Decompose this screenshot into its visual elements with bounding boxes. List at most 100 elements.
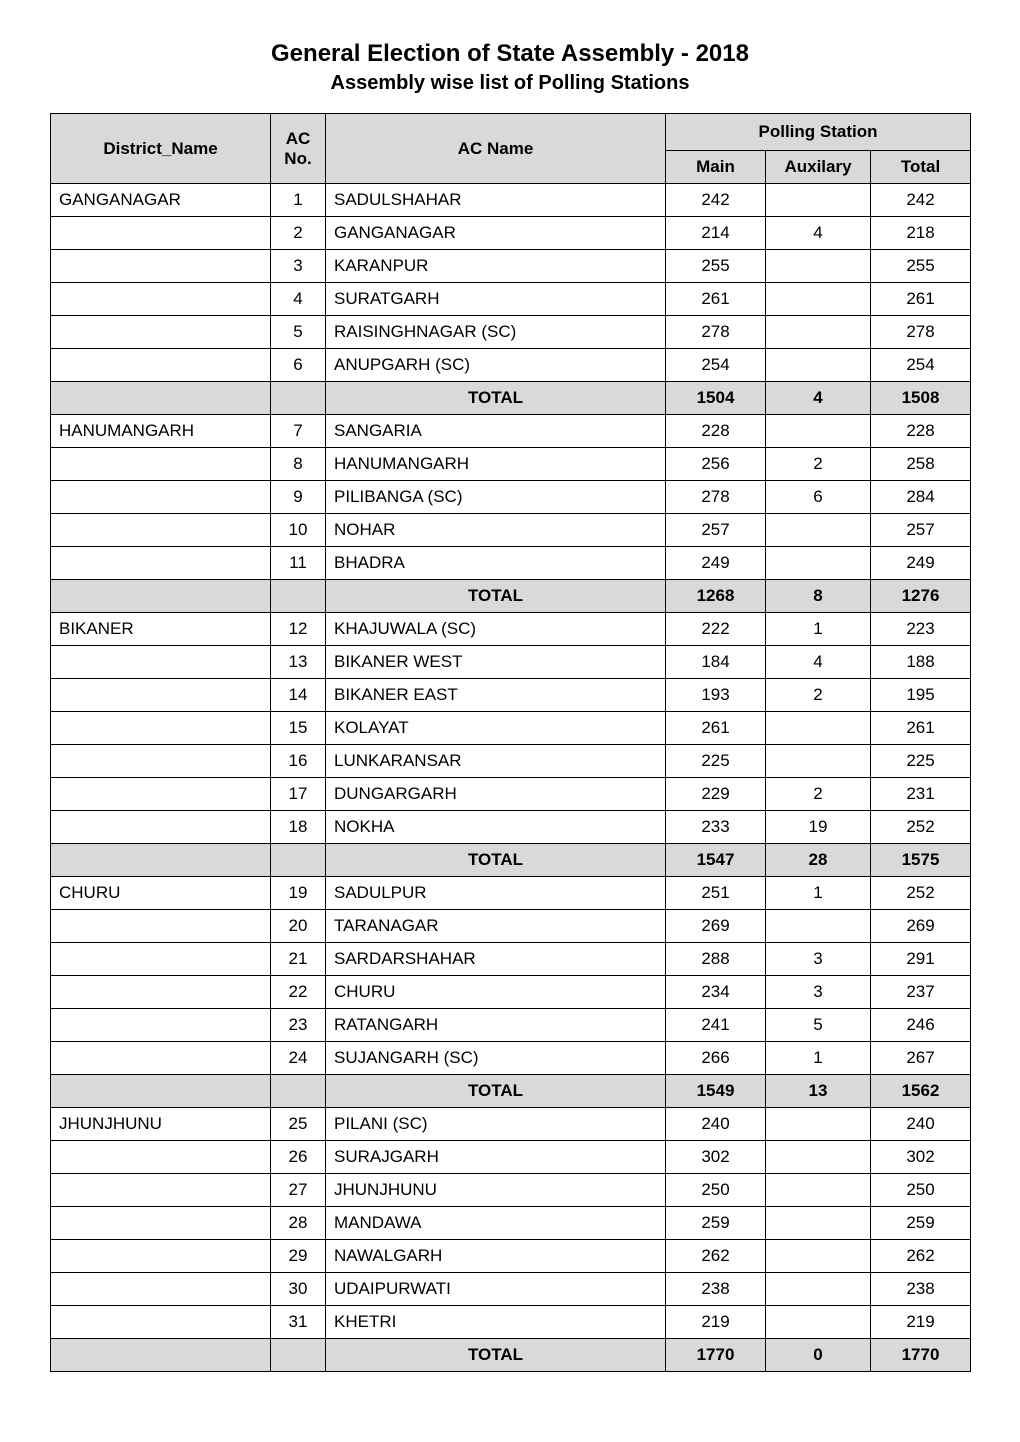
table-row: 16LUNKARANSAR225225 [51, 745, 971, 778]
table-row: 13BIKANER WEST1844188 [51, 646, 971, 679]
cell-total: 218 [871, 217, 971, 250]
table-row: 23RATANGARH2415246 [51, 1009, 971, 1042]
cell-main: 262 [666, 1240, 766, 1273]
cell-auxilary: 2 [766, 679, 871, 712]
table-row: 22CHURU2343237 [51, 976, 971, 1009]
cell-acname: SURATGARH [326, 283, 666, 316]
cell-acno: 24 [271, 1042, 326, 1075]
cell-acno: 2 [271, 217, 326, 250]
cell-district [51, 1273, 271, 1306]
header-total: Total [871, 151, 971, 184]
cell-total: 257 [871, 514, 971, 547]
cell-total-main: 1547 [666, 844, 766, 877]
polling-stations-table: District_Name AC No. AC Name Polling Sta… [50, 113, 971, 1372]
cell-main: 249 [666, 547, 766, 580]
table-row: 6ANUPGARH (SC)254254 [51, 349, 971, 382]
cell-main: 219 [666, 1306, 766, 1339]
cell-acname: SANGARIA [326, 415, 666, 448]
cell-acname: HANUMANGARH [326, 448, 666, 481]
cell-acname: KHAJUWALA (SC) [326, 613, 666, 646]
cell-acno: 20 [271, 910, 326, 943]
header-polling-group: Polling Station [666, 114, 971, 151]
cell-acno: 23 [271, 1009, 326, 1042]
cell-auxilary: 2 [766, 778, 871, 811]
cell-main: 266 [666, 1042, 766, 1075]
cell-acno: 1 [271, 184, 326, 217]
cell-acname: RAISINGHNAGAR (SC) [326, 316, 666, 349]
cell-auxilary [766, 1141, 871, 1174]
cell-auxilary [766, 1108, 871, 1141]
cell-acno: 22 [271, 976, 326, 1009]
table-row: 17DUNGARGARH2292231 [51, 778, 971, 811]
cell-acname: BIKANER EAST [326, 679, 666, 712]
cell-auxilary [766, 415, 871, 448]
cell-total-auxilary: 0 [766, 1339, 871, 1372]
cell-main: 193 [666, 679, 766, 712]
cell-auxilary [766, 712, 871, 745]
table-row: 2GANGANAGAR2144218 [51, 217, 971, 250]
cell-total-main: 1504 [666, 382, 766, 415]
cell-acno: 8 [271, 448, 326, 481]
cell-acno: 30 [271, 1273, 326, 1306]
cell-acno: 14 [271, 679, 326, 712]
cell-total-total: 1575 [871, 844, 971, 877]
cell-total-label: TOTAL [326, 382, 666, 415]
table-row: 10NOHAR257257 [51, 514, 971, 547]
cell-auxilary: 1 [766, 877, 871, 910]
cell-acname: PILANI (SC) [326, 1108, 666, 1141]
cell-acname: SADULPUR [326, 877, 666, 910]
cell-acno [271, 844, 326, 877]
cell-total-label: TOTAL [326, 580, 666, 613]
cell-total-auxilary: 8 [766, 580, 871, 613]
cell-district [51, 943, 271, 976]
cell-district [51, 712, 271, 745]
cell-total-label: TOTAL [326, 844, 666, 877]
cell-main: 256 [666, 448, 766, 481]
header-acname: AC Name [326, 114, 666, 184]
table-total-row: TOTAL177001770 [51, 1339, 971, 1372]
cell-total-main: 1549 [666, 1075, 766, 1108]
cell-acname: PILIBANGA (SC) [326, 481, 666, 514]
cell-auxilary [766, 316, 871, 349]
table-total-row: TOTAL126881276 [51, 580, 971, 613]
cell-total-total: 1508 [871, 382, 971, 415]
cell-auxilary [766, 283, 871, 316]
cell-auxilary: 1 [766, 1042, 871, 1075]
cell-acno [271, 1075, 326, 1108]
cell-district [51, 811, 271, 844]
cell-total: 291 [871, 943, 971, 976]
cell-auxilary [766, 1273, 871, 1306]
table-row: 26SURAJGARH302302 [51, 1141, 971, 1174]
table-row: 4SURATGARH261261 [51, 283, 971, 316]
cell-district: HANUMANGARH [51, 415, 271, 448]
table-row: BIKANER12KHAJUWALA (SC)2221223 [51, 613, 971, 646]
cell-acno: 25 [271, 1108, 326, 1141]
cell-main: 288 [666, 943, 766, 976]
cell-total: 250 [871, 1174, 971, 1207]
cell-acname: CHURU [326, 976, 666, 1009]
header-main: Main [666, 151, 766, 184]
table-row: 9PILIBANGA (SC)2786284 [51, 481, 971, 514]
cell-total-auxilary: 4 [766, 382, 871, 415]
table-row: 5RAISINGHNAGAR (SC)278278 [51, 316, 971, 349]
header-auxilary: Auxilary [766, 151, 871, 184]
cell-district [51, 481, 271, 514]
cell-total: 284 [871, 481, 971, 514]
cell-acname: MANDAWA [326, 1207, 666, 1240]
cell-acname: RATANGARH [326, 1009, 666, 1042]
cell-acno: 29 [271, 1240, 326, 1273]
cell-total: 262 [871, 1240, 971, 1273]
table-row: 30UDAIPURWATI238238 [51, 1273, 971, 1306]
cell-total: 249 [871, 547, 971, 580]
cell-auxilary [766, 1174, 871, 1207]
cell-total: 302 [871, 1141, 971, 1174]
cell-main: 250 [666, 1174, 766, 1207]
cell-acname: TARANAGAR [326, 910, 666, 943]
cell-auxilary: 3 [766, 976, 871, 1009]
cell-total-auxilary: 28 [766, 844, 871, 877]
cell-acname: SARDARSHAHAR [326, 943, 666, 976]
cell-main: 254 [666, 349, 766, 382]
cell-acno: 21 [271, 943, 326, 976]
cell-main: 234 [666, 976, 766, 1009]
cell-district [51, 217, 271, 250]
